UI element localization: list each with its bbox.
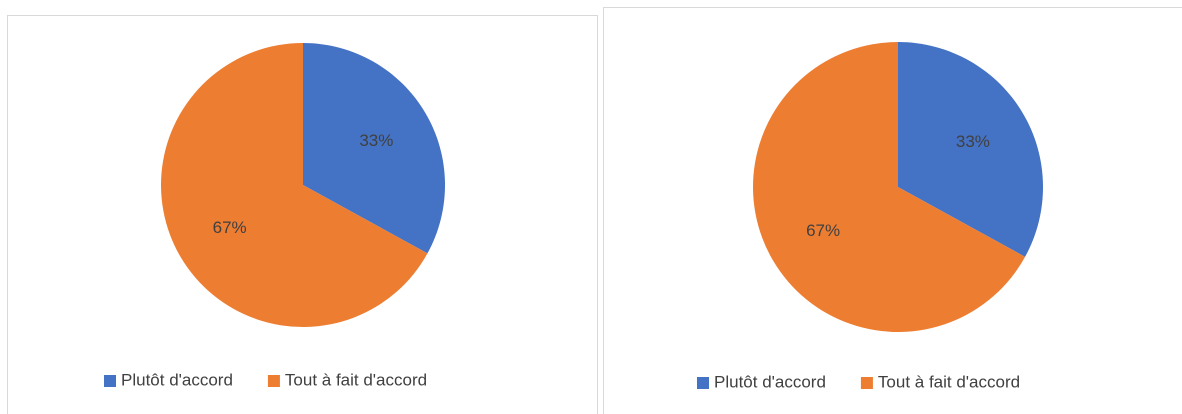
data-label: 67% [213, 218, 247, 237]
legend-label: Plutôt d'accord [714, 372, 826, 391]
legend-label: Tout à fait d'accord [285, 370, 427, 389]
pie-slice [161, 43, 428, 327]
legend-label: Plutôt d'accord [121, 370, 233, 389]
pie-slice [898, 42, 1043, 257]
data-label: 33% [359, 131, 393, 150]
data-label: 33% [956, 132, 990, 151]
pie-slice [752, 42, 1026, 333]
legend-swatch [267, 375, 280, 387]
legend-swatch [104, 375, 116, 387]
legend-label: Tout à fait d'accord [878, 372, 1020, 391]
pie-slice [303, 43, 445, 254]
legend-swatch [697, 377, 709, 389]
data-label: 67% [806, 221, 840, 240]
legend-swatch [860, 377, 873, 389]
